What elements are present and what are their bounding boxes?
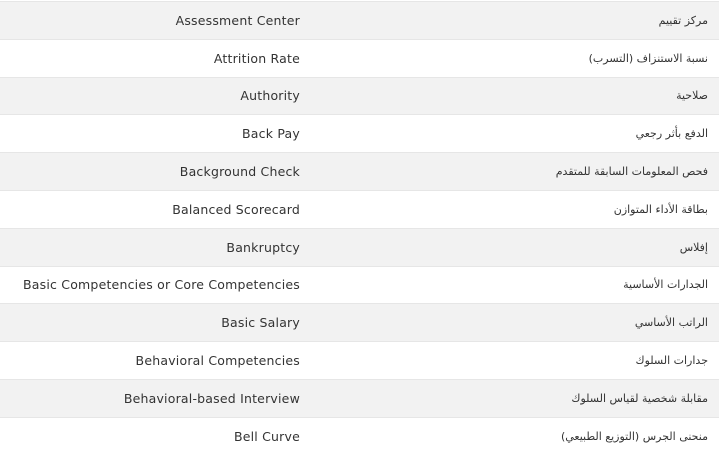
arabic-term: جدارات السلوك bbox=[635, 354, 708, 368]
english-term: Back Pay bbox=[242, 126, 300, 142]
arabic-term: فحص المعلومات السابقة للمتقدم bbox=[555, 165, 708, 179]
table-row: Background Check فحص المعلومات السابقة لل… bbox=[0, 152, 719, 191]
table-row: Balanced Scorecard بطاقة الأداء المتوازن bbox=[0, 190, 719, 229]
table-row: Behavioral Competencies جدارات السلوك bbox=[0, 341, 719, 380]
arabic-term: بطاقة الأداء المتوازن bbox=[613, 202, 708, 216]
english-term: Behavioral Competencies bbox=[135, 353, 300, 369]
table-row: Attrition Rate نسبة الاستنزاف (التسرب) bbox=[0, 39, 719, 78]
table-row: Basic Salary الراتب الأساسي bbox=[0, 303, 719, 342]
english-term: Assessment Center bbox=[175, 12, 300, 28]
arabic-term: مقابلة شخصية لقياس السلوك bbox=[571, 391, 708, 405]
table-row: Back Pay الدفع بأثر رجعي bbox=[0, 114, 719, 153]
table-row: Bell Curve منحنى الجرس (التوزيع الطبيعي) bbox=[0, 417, 719, 455]
table-row: Behavioral-based Interview مقابلة شخصية ل… bbox=[0, 379, 719, 418]
english-term: Authority bbox=[240, 88, 300, 104]
english-term: Balanced Scorecard bbox=[172, 201, 300, 217]
english-term: Attrition Rate bbox=[213, 50, 300, 66]
english-term: Background Check bbox=[179, 164, 300, 180]
arabic-term: الراتب الأساسي bbox=[634, 316, 708, 330]
arabic-term: مركز تقييم bbox=[658, 13, 708, 27]
table-row: Basic Competencies or Core Competencies ا… bbox=[0, 266, 719, 304]
table-row: Assessment Center مركز تقييم bbox=[0, 1, 719, 40]
arabic-term: الجدارات الأساسية bbox=[623, 278, 708, 292]
arabic-term: نسبة الاستنزاف (التسرب) bbox=[588, 51, 708, 65]
english-term: Bankruptcy bbox=[226, 239, 300, 255]
english-term: Bell Curve bbox=[233, 428, 300, 444]
english-term: Basic Competencies or Core Competencies bbox=[23, 277, 300, 293]
arabic-term: صلاحية bbox=[676, 89, 708, 103]
table-row: Authority صلاحية bbox=[0, 77, 719, 115]
table-row: Bankruptcy إفلاس bbox=[0, 228, 719, 267]
arabic-term: إفلاس bbox=[679, 240, 708, 254]
english-term: Behavioral-based Interview bbox=[123, 390, 300, 406]
english-term: Basic Salary bbox=[221, 315, 300, 331]
arabic-term: منحنى الجرس (التوزيع الطبيعي) bbox=[560, 429, 708, 443]
arabic-term: الدفع بأثر رجعي bbox=[635, 127, 708, 141]
